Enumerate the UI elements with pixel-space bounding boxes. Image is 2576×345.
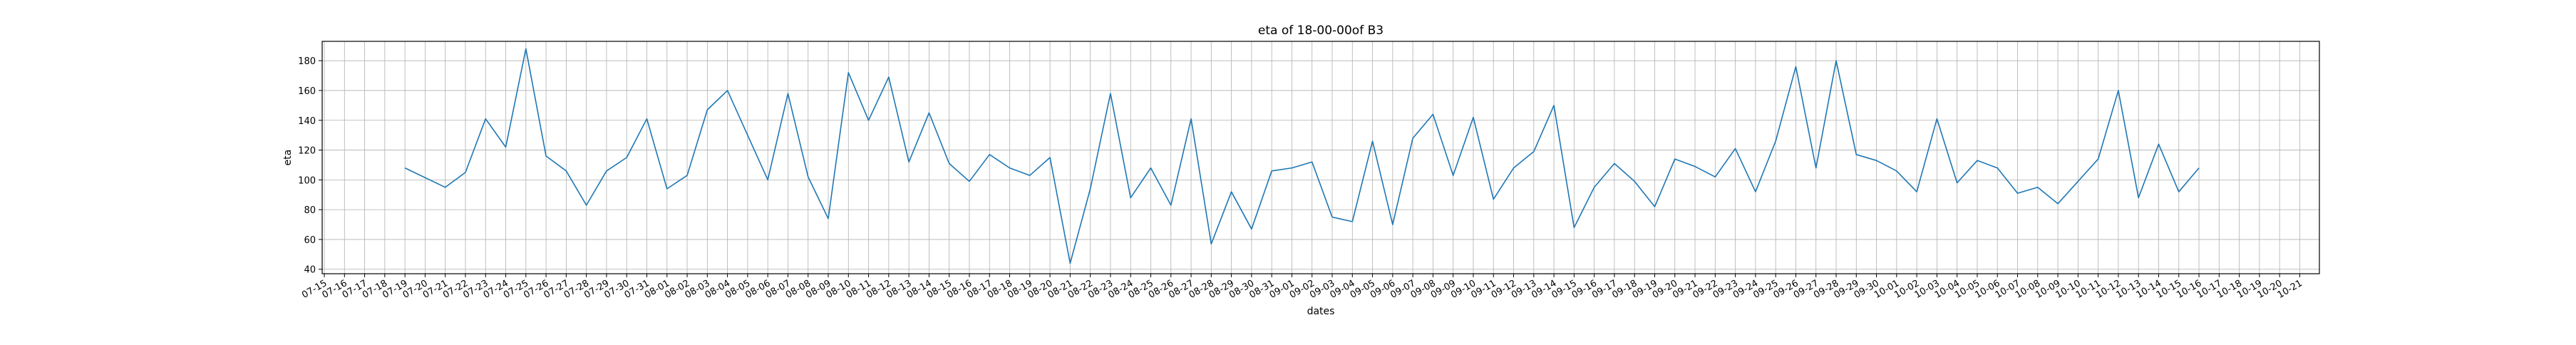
y-tick-label: 160 <box>298 86 316 97</box>
plot-frame <box>321 41 2320 274</box>
y-tick-label: 100 <box>298 175 316 186</box>
y-tick-label: 60 <box>304 235 316 246</box>
y-tick-label: 140 <box>298 116 316 127</box>
y-axis-label: eta <box>282 150 294 166</box>
y-tick-label: 180 <box>298 56 316 67</box>
y-tick-label: 40 <box>304 265 316 276</box>
plot-area <box>322 41 2319 274</box>
y-tick-label: 80 <box>304 205 316 216</box>
grid-lines <box>322 41 2319 274</box>
y-tick-label: 120 <box>298 146 316 157</box>
x-axis-label: dates <box>1307 306 1335 317</box>
chart-title: eta of 18-00-00of B3 <box>1258 24 1384 38</box>
series-line <box>404 48 2200 264</box>
series-layer <box>404 48 2200 264</box>
